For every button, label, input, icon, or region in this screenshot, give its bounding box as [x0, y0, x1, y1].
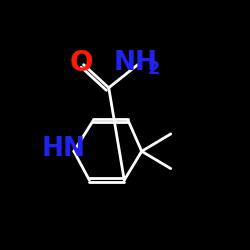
Text: HN: HN	[41, 136, 85, 162]
Text: 2: 2	[148, 60, 160, 78]
Text: O: O	[70, 49, 94, 77]
Text: NH: NH	[114, 50, 158, 76]
